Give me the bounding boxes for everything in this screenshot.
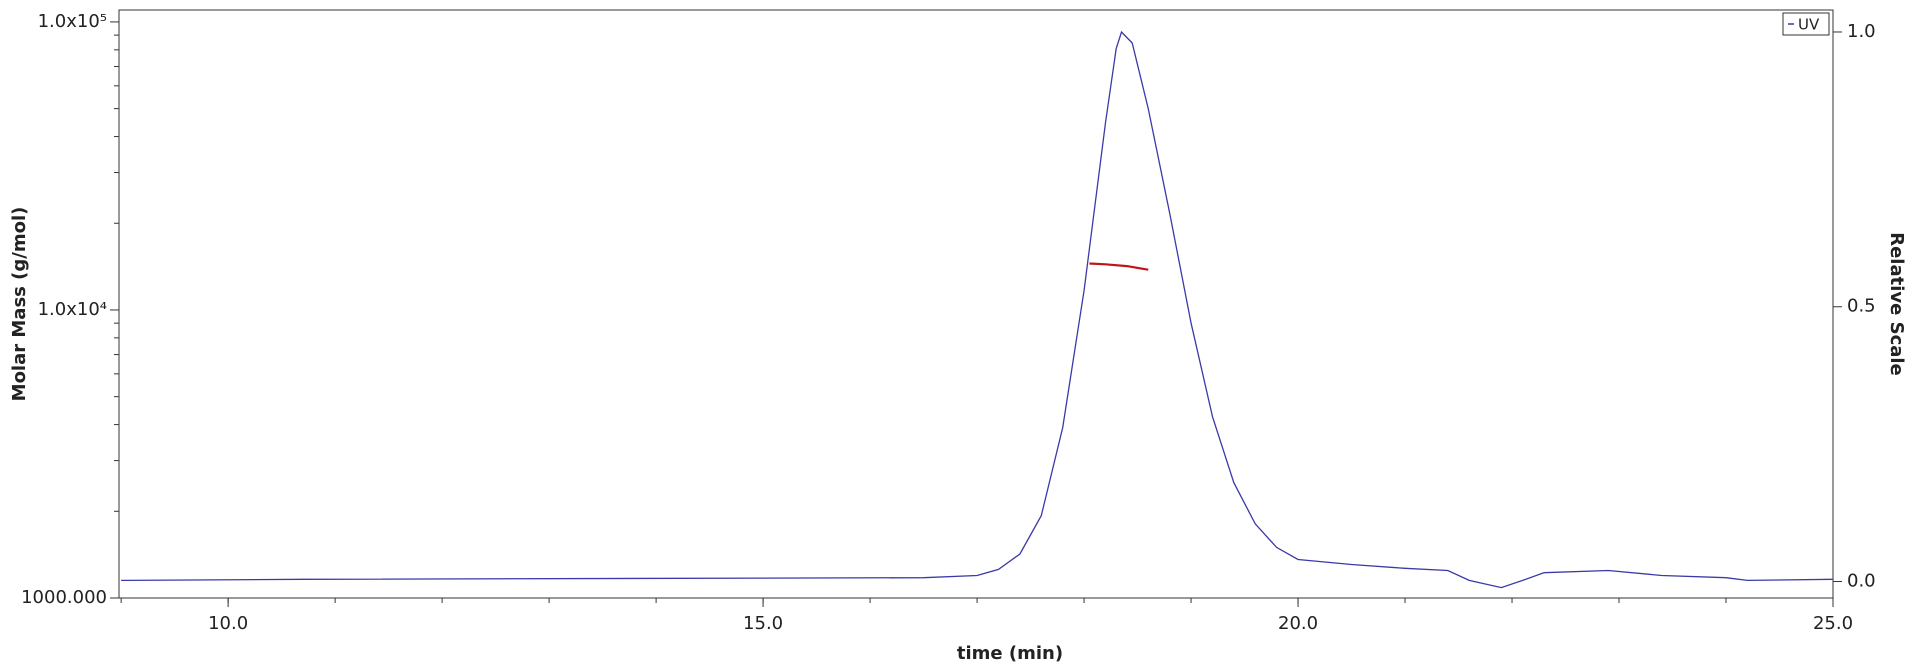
x-tick-label: 20.0 bbox=[1278, 613, 1318, 634]
y-tick-label: 1.0x10⁴ bbox=[38, 299, 107, 320]
y2-tick-label: 0.5 bbox=[1847, 296, 1876, 317]
legend-label: UV bbox=[1798, 16, 1820, 34]
y2-tick-label: 1.0 bbox=[1847, 21, 1876, 42]
y2-tick-label: 0.0 bbox=[1847, 571, 1876, 592]
series-line bbox=[1089, 262, 1149, 271]
y-tick-label: 1.0x10⁵ bbox=[38, 11, 107, 32]
y-tick-label: 1000.000 bbox=[21, 587, 107, 608]
x-tick-label: 10.0 bbox=[208, 613, 248, 634]
x-tick-label: 15.0 bbox=[743, 613, 783, 634]
x-tick-label: 25.0 bbox=[1813, 613, 1853, 634]
plot-frame bbox=[118, 9, 1834, 599]
x-axis-title: time (min) bbox=[957, 643, 1063, 664]
series-line bbox=[121, 30, 1834, 589]
y-axis-title: Molar Mass (g/mol) bbox=[9, 207, 30, 402]
legend-box bbox=[1782, 12, 1830, 36]
y2-axis-title: Relative Scale bbox=[1886, 232, 1907, 376]
